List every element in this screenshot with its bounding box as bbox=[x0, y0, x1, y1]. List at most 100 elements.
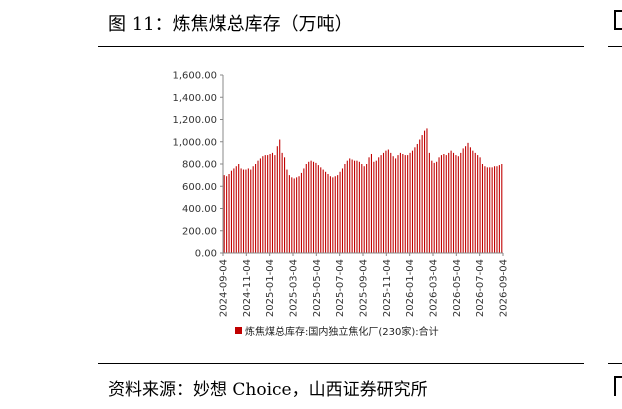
bar bbox=[368, 157, 370, 253]
bar bbox=[279, 139, 281, 253]
x-tick-label: 2025-05-04 bbox=[312, 259, 323, 317]
bar bbox=[484, 166, 486, 253]
bar bbox=[337, 175, 339, 254]
bar bbox=[392, 156, 394, 253]
bar bbox=[252, 166, 254, 253]
x-tick-label: 2026-05-04 bbox=[452, 259, 463, 317]
bar bbox=[259, 158, 261, 253]
bar bbox=[312, 161, 315, 253]
bar bbox=[407, 155, 409, 253]
bar bbox=[479, 157, 481, 253]
bar bbox=[267, 155, 269, 253]
bar bbox=[387, 149, 389, 253]
bar bbox=[448, 152, 450, 254]
bar bbox=[329, 176, 331, 253]
bar bbox=[288, 175, 290, 254]
adjacent-title-rule bbox=[608, 46, 622, 47]
bar bbox=[276, 146, 278, 253]
bar bbox=[399, 152, 401, 254]
x-tick-label: 2025-01-04 bbox=[265, 259, 276, 317]
bar bbox=[339, 171, 341, 253]
bar bbox=[397, 155, 399, 253]
x-tick-label: 2025-11-04 bbox=[382, 259, 393, 317]
bar bbox=[496, 166, 498, 253]
bar bbox=[354, 160, 356, 253]
x-tick-label: 2024-09-04 bbox=[219, 259, 230, 317]
bar bbox=[296, 177, 298, 253]
bar bbox=[303, 168, 305, 253]
bar bbox=[361, 164, 363, 253]
adjacent-figure-edge bbox=[614, 10, 622, 30]
bar bbox=[424, 130, 426, 254]
adjacent-source-rule bbox=[608, 363, 622, 364]
bar bbox=[356, 160, 358, 253]
bar bbox=[443, 153, 445, 253]
bar bbox=[284, 157, 286, 253]
bar bbox=[428, 152, 430, 254]
bar bbox=[494, 166, 496, 253]
bar bbox=[358, 161, 360, 253]
bar bbox=[481, 164, 484, 253]
bar bbox=[344, 164, 346, 253]
bar bbox=[469, 147, 471, 253]
x-tick-label: 2026-03-04 bbox=[429, 259, 440, 317]
bar bbox=[334, 176, 336, 253]
y-tick-label: 400.00 bbox=[182, 204, 217, 215]
bar bbox=[262, 156, 264, 253]
y-tick-label: 1,600.00 bbox=[172, 71, 217, 82]
bar bbox=[402, 153, 404, 253]
bar bbox=[346, 160, 348, 253]
bar bbox=[228, 174, 230, 253]
bar bbox=[250, 169, 252, 253]
bar bbox=[414, 147, 416, 253]
bar bbox=[281, 152, 283, 254]
bar bbox=[226, 176, 228, 253]
bar bbox=[467, 142, 469, 253]
bar bbox=[315, 162, 317, 253]
bar bbox=[440, 155, 442, 253]
bar-series bbox=[223, 128, 503, 254]
bar bbox=[433, 162, 435, 253]
bar bbox=[298, 176, 300, 253]
legend: 炼焦煤总库存:国内独立焦化厂(230家):合计 bbox=[235, 323, 439, 338]
bar bbox=[455, 155, 457, 253]
title-rule bbox=[98, 46, 584, 47]
bar bbox=[421, 135, 423, 253]
bar bbox=[310, 160, 312, 253]
bar bbox=[264, 155, 266, 253]
bar bbox=[373, 161, 375, 253]
bar bbox=[426, 128, 428, 253]
bar bbox=[465, 146, 467, 253]
bar bbox=[242, 169, 245, 253]
bar bbox=[375, 160, 377, 253]
bar bbox=[235, 166, 237, 253]
x-tick-label: 2026-01-04 bbox=[405, 259, 416, 317]
bar bbox=[320, 167, 322, 253]
y-tick-label: 1,200.00 bbox=[172, 115, 217, 126]
bar bbox=[305, 164, 307, 253]
x-axis: 2024-09-04 2024-11-04 2025-01-04 2025-03-04… bbox=[219, 252, 510, 317]
source-note: 资料来源：妙想 Choice，山西证券研究所 bbox=[108, 380, 428, 400]
bar bbox=[269, 153, 271, 253]
bar bbox=[486, 167, 488, 253]
legend-swatch bbox=[235, 327, 242, 334]
bar bbox=[366, 164, 368, 253]
bar bbox=[327, 174, 329, 253]
bar bbox=[472, 150, 474, 253]
bar bbox=[233, 168, 235, 253]
bar bbox=[416, 143, 418, 253]
y-tick-label: 200.00 bbox=[182, 226, 217, 237]
y-tick-label: 0.00 bbox=[195, 249, 217, 260]
y-tick-label: 800.00 bbox=[182, 160, 217, 171]
figure-title: 图 11：炼焦煤总库存（万吨） bbox=[108, 14, 353, 35]
bar bbox=[274, 155, 276, 253]
y-tick-label: 1,400.00 bbox=[172, 93, 217, 104]
bar bbox=[409, 152, 411, 254]
bar bbox=[501, 164, 503, 253]
x-tick-label: 2025-07-04 bbox=[335, 259, 346, 317]
bar bbox=[332, 177, 334, 253]
bar bbox=[445, 155, 447, 253]
bar bbox=[349, 158, 351, 253]
source-rule bbox=[98, 363, 584, 364]
